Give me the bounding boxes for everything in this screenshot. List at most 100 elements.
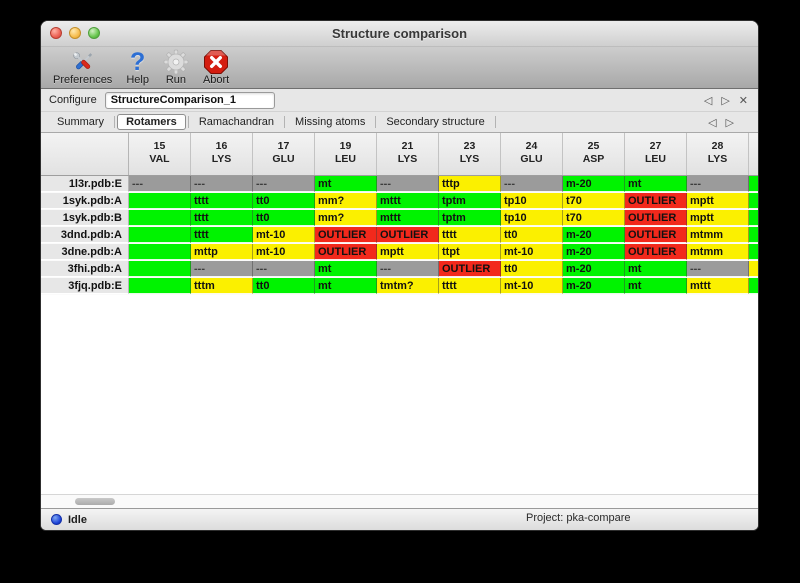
rotamer-cell[interactable]: m-20: [563, 244, 625, 260]
rotamer-cell[interactable]: m-20: [563, 278, 625, 294]
tab-summary[interactable]: Summary: [57, 116, 105, 128]
rotamer-cell[interactable]: mt: [315, 278, 377, 294]
rotamer-cell[interactable]: m-20: [563, 261, 625, 277]
column-header[interactable]: 15 VAL: [129, 133, 191, 175]
rotamer-cell[interactable]: tptm: [439, 210, 501, 226]
run-button[interactable]: Run: [163, 49, 189, 86]
horizontal-scrollbar[interactable]: [41, 494, 758, 508]
row-label[interactable]: 3dne.pdb:A: [41, 244, 129, 260]
rotamer-cell[interactable]: mt-10: [253, 244, 315, 260]
rotamer-cell[interactable]: tttt: [191, 227, 253, 243]
rotamer-cell[interactable]: tt0: [501, 227, 563, 243]
rotamer-cell[interactable]: mptt: [687, 193, 749, 209]
rotamer-cell[interactable]: mt: [315, 176, 377, 192]
rotamer-cell[interactable]: ---: [191, 176, 253, 192]
configure-prev-button[interactable]: ◁: [703, 94, 713, 107]
rotamer-cell[interactable]: tttt: [439, 227, 501, 243]
rotamer-cell[interactable]: tt0: [253, 278, 315, 294]
rotamer-cell[interactable]: tttt: [191, 210, 253, 226]
rotamer-cell[interactable]: [129, 210, 191, 226]
rotamer-cell[interactable]: OUTLIER: [625, 193, 687, 209]
help-button[interactable]: ? Help: [126, 49, 149, 87]
rotamer-cell[interactable]: OUTLIER: [315, 244, 377, 260]
row-label[interactable]: 1syk.pdb:B: [41, 210, 129, 226]
rotamer-cell[interactable]: tptm: [439, 193, 501, 209]
row-label[interactable]: 3fjq.pdb:E: [41, 278, 129, 294]
rotamer-cell[interactable]: m-20: [563, 227, 625, 243]
rotamer-cell[interactable]: mt: [315, 261, 377, 277]
tab-missing-atoms[interactable]: Missing atoms: [295, 116, 366, 128]
rotamer-cell[interactable]: mt-10: [501, 244, 563, 260]
minimize-window-button[interactable]: [69, 27, 81, 39]
row-label[interactable]: 3fhi.pdb:A: [41, 261, 129, 277]
rotamer-cell[interactable]: [129, 193, 191, 209]
column-header[interactable]: 17 GLU: [253, 133, 315, 175]
rotamer-cell[interactable]: tttt: [191, 193, 253, 209]
rotamer-cell[interactable]: mt: [625, 278, 687, 294]
rotamer-cell[interactable]: OUTLIER: [315, 227, 377, 243]
rotamer-cell[interactable]: ---: [191, 261, 253, 277]
rotamer-cell[interactable]: ttpt: [439, 244, 501, 260]
rotamer-cell[interactable]: OUTLIER: [377, 227, 439, 243]
row-label[interactable]: 1syk.pdb:A: [41, 193, 129, 209]
rotamer-cell[interactable]: [129, 244, 191, 260]
column-header[interactable]: 16 LYS: [191, 133, 253, 175]
rotamer-cell[interactable]: ---: [377, 261, 439, 277]
abort-button[interactable]: Abort: [203, 49, 229, 86]
rotamer-cell[interactable]: ---: [377, 176, 439, 192]
rotamer-cell[interactable]: ---: [253, 176, 315, 192]
rotamer-cell[interactable]: mttt: [687, 278, 749, 294]
rotamer-cell[interactable]: mptt: [687, 210, 749, 226]
rotamer-cell[interactable]: m-20: [563, 176, 625, 192]
tab-secondary-structure[interactable]: Secondary structure: [386, 116, 485, 128]
rotamer-cell[interactable]: tt0: [253, 210, 315, 226]
rotamer-cell[interactable]: t70: [563, 210, 625, 226]
column-header[interactable]: 27 LEU: [625, 133, 687, 175]
rotamer-cell[interactable]: tttt: [439, 278, 501, 294]
column-header[interactable]: 21 LYS: [377, 133, 439, 175]
rotamer-cell[interactable]: t70: [563, 193, 625, 209]
column-header[interactable]: 19 LEU: [315, 133, 377, 175]
rotamer-cell[interactable]: mttp: [191, 244, 253, 260]
rotamer-cell[interactable]: [129, 261, 191, 277]
rotamer-cell[interactable]: ---: [253, 261, 315, 277]
configure-next-button[interactable]: ▷: [721, 94, 730, 107]
rotamer-cell[interactable]: OUTLIER: [625, 210, 687, 226]
rotamer-cell[interactable]: mt: [625, 261, 687, 277]
rotamer-cell[interactable]: tp10: [501, 210, 563, 226]
rotamer-cell[interactable]: mm?: [315, 210, 377, 226]
rotamer-cell[interactable]: ---: [129, 176, 191, 192]
tab-ramachandran[interactable]: Ramachandran: [198, 116, 275, 128]
rotamer-cell[interactable]: tttp: [439, 176, 501, 192]
close-window-button[interactable]: [50, 27, 62, 39]
rotamer-cell[interactable]: tmtm?: [377, 278, 439, 294]
rotamer-cell[interactable]: mtmm: [687, 244, 749, 260]
rotamer-cell[interactable]: [129, 278, 191, 294]
rotamer-cell[interactable]: mttt: [377, 210, 439, 226]
rotamer-cell[interactable]: ---: [687, 176, 749, 192]
column-header[interactable]: 23 LYS: [439, 133, 501, 175]
rotamer-cell[interactable]: tt0: [501, 261, 563, 277]
rotamer-cell[interactable]: mptt: [377, 244, 439, 260]
rotamer-cell[interactable]: mt-10: [253, 227, 315, 243]
rotamer-cell[interactable]: mm?: [315, 193, 377, 209]
rotamer-cell[interactable]: OUTLIER: [625, 227, 687, 243]
rotamer-cell[interactable]: mttt: [377, 193, 439, 209]
tab-rotamers[interactable]: Rotamers: [117, 114, 186, 130]
configure-name-input[interactable]: [104, 91, 275, 109]
tab-next-button[interactable]: ▷: [725, 116, 734, 129]
title-bar[interactable]: Structure comparison: [41, 21, 758, 47]
rotamer-cell[interactable]: OUTLIER: [625, 244, 687, 260]
rotamer-cell[interactable]: ---: [501, 176, 563, 192]
configure-close-button[interactable]: ✕: [738, 94, 748, 107]
scrollbar-thumb[interactable]: [75, 498, 115, 505]
rotamer-cell[interactable]: mt: [625, 176, 687, 192]
column-header[interactable]: 28 LYS: [687, 133, 749, 175]
row-label[interactable]: 3dnd.pdb:A: [41, 227, 129, 243]
zoom-window-button[interactable]: [88, 27, 100, 39]
rotamer-cell[interactable]: OUTLIER: [439, 261, 501, 277]
rotamer-cell[interactable]: ---: [687, 261, 749, 277]
column-header[interactable]: 25 ASP: [563, 133, 625, 175]
tab-prev-button[interactable]: ◁: [708, 116, 717, 129]
rotamer-cell[interactable]: [129, 227, 191, 243]
